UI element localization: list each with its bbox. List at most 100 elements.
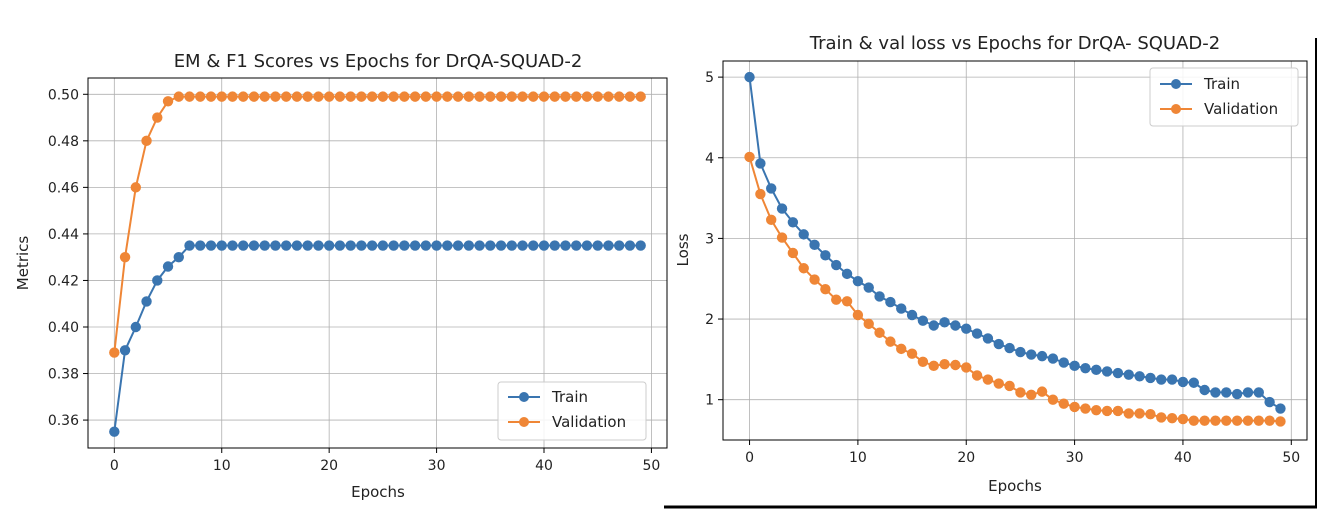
data-point-validation <box>896 343 907 355</box>
data-point-validation <box>485 91 496 102</box>
data-point-validation <box>560 91 571 102</box>
data-point-train <box>874 291 885 302</box>
data-point-validation <box>1156 412 1167 423</box>
x-ticks: 0 10 20 30 40 50 <box>110 448 660 474</box>
data-point-validation <box>571 91 582 102</box>
legend-label-train: Train <box>1203 75 1240 93</box>
data-point-validation <box>495 91 507 102</box>
legend-marker-validation <box>519 417 529 427</box>
data-point-validation <box>1004 380 1015 392</box>
data-point-validation <box>1026 389 1037 401</box>
data-point-validation <box>366 91 378 102</box>
data-point-train <box>345 240 356 251</box>
data-point-validation <box>1221 415 1232 426</box>
data-point-validation <box>356 91 367 102</box>
y-ticks: 0.36 0.38 0.40 0.42 0.44 0.46 0.48 0.50 <box>48 87 88 429</box>
data-point-train <box>831 259 842 271</box>
data-point-validation <box>270 91 281 102</box>
data-point-train <box>517 240 528 251</box>
data-point-train <box>431 240 442 251</box>
data-point-validation <box>173 91 184 102</box>
data-point-validation <box>820 284 831 295</box>
data-point-train <box>1091 364 1102 376</box>
data-point-validation <box>841 296 853 307</box>
data-point-validation <box>852 309 864 321</box>
data-point-validation <box>538 91 550 102</box>
data-point-validation <box>248 91 260 102</box>
chart-loss: Train & val loss vs Epochs for DrQA- SQU… <box>674 33 1308 495</box>
data-point-train <box>1036 350 1048 362</box>
data-point-train <box>787 217 799 228</box>
data-point-validation <box>399 91 410 102</box>
data-point-train <box>917 315 929 326</box>
data-point-validation <box>863 318 874 330</box>
data-point-validation <box>216 91 227 102</box>
data-point-validation <box>130 182 142 193</box>
data-point-train <box>463 240 475 251</box>
legend-marker-validation <box>1171 104 1181 114</box>
data-point-train <box>227 240 238 251</box>
data-point-validation <box>1069 401 1080 413</box>
data-point-train <box>798 229 809 240</box>
y-tick-label: 1 <box>705 393 714 409</box>
data-point-train <box>1166 374 1178 385</box>
data-point-validation <box>766 214 777 226</box>
x-tick-label: 30 <box>1066 450 1084 466</box>
data-point-train <box>238 240 249 251</box>
data-point-validation <box>109 347 120 358</box>
x-tick-label: 10 <box>849 450 867 466</box>
data-point-validation <box>302 91 313 102</box>
data-point-validation <box>581 91 593 102</box>
data-point-validation <box>334 91 346 102</box>
data-point-train <box>1210 387 1221 398</box>
data-point-validation <box>280 91 292 102</box>
data-point-train <box>409 240 421 251</box>
data-point-train <box>1145 372 1156 384</box>
data-point-train <box>1188 377 1199 388</box>
data-point-train <box>1123 369 1134 380</box>
legend: Train Validation <box>497 381 647 441</box>
data-point-train <box>1069 360 1080 372</box>
data-point-validation <box>1112 405 1124 417</box>
data-point-validation <box>787 247 799 259</box>
plot-area-frame <box>87 77 668 449</box>
data-point-train <box>205 240 217 251</box>
series-line-validation <box>113 95 641 353</box>
data-point-validation <box>831 294 842 305</box>
data-point-validation <box>1047 394 1059 405</box>
data-point-validation <box>238 91 249 102</box>
x-tick-label: 20 <box>957 450 975 466</box>
data-point-train <box>971 328 983 339</box>
y-tick-label: 0.40 <box>48 320 79 336</box>
data-point-validation <box>528 91 539 102</box>
data-point-train <box>334 240 346 251</box>
data-point-train <box>776 203 788 214</box>
data-point-train <box>896 303 907 314</box>
data-point-validation <box>1015 387 1026 398</box>
data-point-train <box>1015 346 1026 358</box>
data-point-validation <box>1199 415 1210 426</box>
data-point-validation <box>961 362 972 373</box>
data-point-validation <box>409 91 421 102</box>
chart-title: Train & val loss vs Epochs for DrQA- SQU… <box>809 33 1220 54</box>
data-point-validation <box>1058 398 1069 409</box>
data-point-validation <box>1145 408 1156 420</box>
data-point-validation <box>603 91 614 102</box>
plot-area-frame <box>722 60 1308 441</box>
x-tick-label: 20 <box>320 458 338 474</box>
data-point-train <box>928 320 939 331</box>
grid <box>88 78 667 448</box>
data-point-train <box>173 251 184 263</box>
data-point-train <box>313 240 324 251</box>
data-point-train <box>474 240 485 251</box>
data-point-validation <box>119 251 131 263</box>
data-point-train <box>1112 367 1124 379</box>
data-point-validation <box>1177 413 1189 425</box>
data-point-train <box>1004 342 1015 354</box>
data-point-validation <box>744 151 755 163</box>
data-point-validation <box>345 91 356 102</box>
data-point-validation <box>184 91 195 102</box>
data-point-validation <box>993 378 1004 389</box>
data-point-train <box>538 240 550 251</box>
data-point-validation <box>1091 404 1102 416</box>
